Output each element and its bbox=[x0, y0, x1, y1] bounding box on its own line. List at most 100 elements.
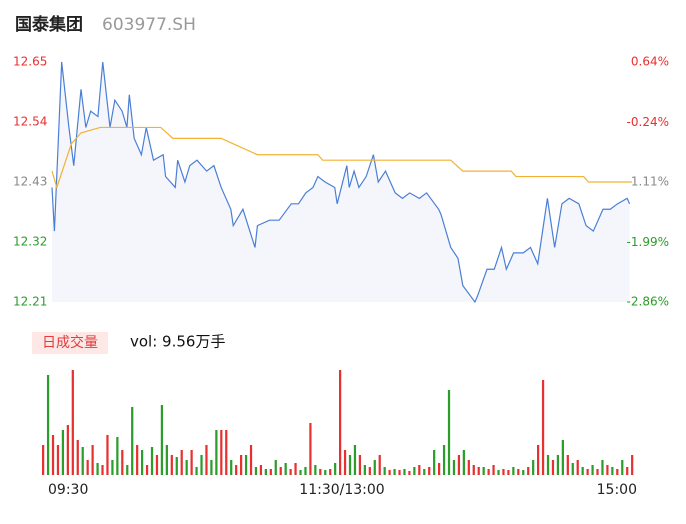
volume-bar bbox=[586, 469, 589, 475]
y2-tick-label: -1.11% bbox=[627, 175, 669, 189]
x-tick-label: 09:30 bbox=[48, 482, 88, 498]
volume-bar bbox=[136, 445, 139, 475]
volume-bar bbox=[131, 407, 134, 475]
volume-bar bbox=[150, 447, 154, 475]
volume-bar bbox=[264, 469, 267, 475]
volume-bar bbox=[551, 460, 555, 475]
volume-bar bbox=[546, 455, 550, 475]
volume-bar bbox=[91, 445, 94, 475]
volume-bar bbox=[348, 455, 352, 475]
volume-bar bbox=[81, 447, 84, 475]
volume-bar bbox=[452, 460, 456, 475]
volume-bar bbox=[200, 455, 203, 475]
volume-bar bbox=[141, 450, 144, 475]
volume-bar bbox=[220, 430, 223, 475]
volume-bar bbox=[304, 467, 307, 475]
volume-bar bbox=[309, 423, 312, 475]
volume-bar bbox=[467, 460, 470, 475]
volume-bar bbox=[195, 467, 198, 475]
volume-bar bbox=[274, 460, 277, 475]
volume-bar bbox=[329, 469, 332, 475]
y-tick-label: 12.43 bbox=[13, 175, 47, 189]
volume-bar bbox=[244, 455, 248, 475]
volume-bar bbox=[556, 455, 560, 475]
y-tick-label: 12.32 bbox=[13, 235, 47, 249]
y2-tick-label: -0.24% bbox=[627, 115, 669, 129]
volume-bar bbox=[433, 450, 436, 475]
volume-bar bbox=[482, 467, 485, 475]
x-tick-label: 11:30/13:00 bbox=[299, 482, 384, 498]
volume-bar bbox=[522, 470, 525, 475]
volume-bar bbox=[175, 457, 178, 475]
volume-bar bbox=[334, 463, 337, 475]
volume-bar bbox=[388, 470, 391, 475]
volume-bar bbox=[601, 460, 604, 475]
volume-bar bbox=[299, 470, 302, 475]
volume-legend: 日成交量 bbox=[42, 334, 98, 351]
volume-bar bbox=[571, 463, 574, 475]
volume-bar bbox=[61, 430, 65, 475]
volume-bar bbox=[343, 450, 347, 475]
volume-bar bbox=[240, 455, 243, 475]
volume-bar bbox=[51, 435, 55, 475]
volume-bar bbox=[537, 445, 540, 475]
volume-bar bbox=[314, 465, 317, 475]
volume-bar bbox=[180, 450, 183, 475]
volume-bar bbox=[259, 465, 263, 475]
volume-bar bbox=[527, 467, 530, 475]
volume-bar bbox=[517, 469, 520, 475]
volume-bar bbox=[56, 445, 60, 475]
volume-bar bbox=[71, 370, 74, 475]
volume-bar bbox=[418, 465, 421, 475]
volume-bar bbox=[155, 455, 159, 475]
volume-bar bbox=[121, 450, 124, 475]
volume-bar bbox=[408, 471, 411, 475]
volume-bar bbox=[116, 437, 119, 475]
volume-bar bbox=[373, 460, 376, 475]
volume-bar bbox=[477, 467, 480, 475]
volume-bar bbox=[591, 465, 594, 475]
volume-bar bbox=[413, 467, 416, 475]
volume-bar bbox=[631, 455, 634, 475]
volume-bar bbox=[294, 463, 297, 475]
volume-bar bbox=[170, 455, 173, 475]
volume-bar bbox=[383, 467, 386, 475]
volume-bar bbox=[472, 465, 475, 475]
volume-bar bbox=[126, 465, 129, 475]
volume-bar bbox=[502, 469, 505, 475]
stock-code: 603977.SH bbox=[102, 15, 196, 35]
legend-badge bbox=[32, 332, 108, 354]
volume-bar bbox=[507, 470, 510, 475]
volume-bar bbox=[249, 445, 253, 475]
volume-bar bbox=[438, 463, 441, 475]
volume-bar bbox=[185, 460, 188, 475]
volume-bar bbox=[86, 460, 89, 475]
volume-bar bbox=[96, 463, 99, 475]
volume-bar bbox=[393, 469, 396, 475]
volume-bar bbox=[254, 467, 258, 475]
volume-bar bbox=[66, 425, 69, 475]
volume-bar bbox=[378, 455, 381, 475]
volume-bar bbox=[225, 430, 228, 475]
volume-bar bbox=[215, 430, 218, 475]
volume-bar bbox=[46, 375, 50, 475]
average-line bbox=[51, 126, 632, 190]
price-area bbox=[52, 62, 630, 302]
volume-bar bbox=[42, 445, 45, 475]
volume-bar bbox=[353, 445, 357, 475]
volume-bar bbox=[606, 465, 609, 475]
volume-bar bbox=[210, 460, 213, 475]
volume-bar bbox=[190, 450, 193, 475]
volume-bar bbox=[561, 440, 564, 475]
volume-bar bbox=[269, 469, 272, 475]
volume-bar bbox=[106, 435, 109, 475]
volume-bar bbox=[165, 445, 168, 475]
volume-bar bbox=[111, 460, 114, 475]
stock-name: 国泰集团 bbox=[15, 14, 83, 35]
y-tick-label: 12.54 bbox=[13, 115, 47, 129]
volume-bar bbox=[457, 455, 461, 475]
volume-bar bbox=[368, 467, 371, 475]
y2-tick-label: 0.64% bbox=[631, 55, 669, 69]
volume-bar bbox=[205, 445, 208, 475]
